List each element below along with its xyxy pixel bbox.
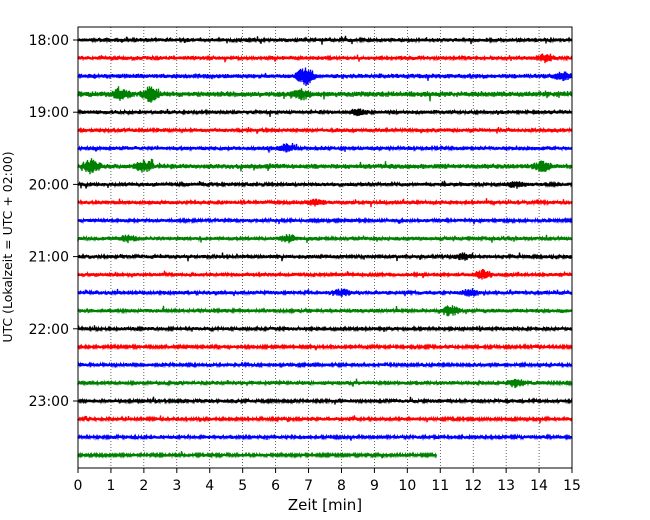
x-tick-label: 2 (139, 478, 148, 494)
x-tick-label: 1 (106, 478, 115, 494)
x-tick-label: 8 (337, 478, 346, 494)
trace-1930 (77, 142, 573, 153)
x-tick-label: 4 (205, 478, 214, 494)
x-tick-label: 10 (398, 478, 416, 494)
trace-2215 (77, 342, 573, 351)
x-tick-label: 6 (271, 478, 280, 494)
trace-2315 (77, 415, 573, 424)
trace-2345 (77, 451, 438, 460)
trace-1800 (77, 35, 573, 45)
x-tick-label: 3 (172, 478, 181, 494)
y-tick-label: 19:00 (29, 105, 69, 121)
trace-group (77, 35, 573, 460)
trace-1915 (77, 126, 573, 134)
trace-2300 (77, 396, 573, 405)
x-tick-label: 5 (238, 478, 247, 494)
y-tick-label: 18:00 (29, 33, 69, 49)
trace-2330 (77, 433, 573, 442)
trace-1900 (77, 108, 573, 117)
trace-2245 (77, 378, 573, 389)
y-tick-label: 22:00 (29, 322, 69, 338)
x-axis-label: Zeit [min] (288, 496, 362, 514)
trace-2200 (77, 324, 573, 333)
trace-2015 (77, 198, 573, 208)
x-tick-label: 7 (304, 478, 313, 494)
x-tick-label: 11 (431, 478, 449, 494)
trace-2130 (77, 288, 573, 297)
trace-2030 (77, 216, 573, 225)
trace-2100 (77, 252, 573, 262)
y-tick-label: 23:00 (29, 394, 69, 410)
y-tick-label: 20:00 (29, 177, 69, 193)
trace-2145 (77, 305, 573, 317)
x-tick-label: 0 (74, 478, 83, 494)
x-tick-label: 9 (370, 478, 379, 494)
x-tick-label: 14 (530, 478, 548, 494)
trace-2115 (77, 269, 573, 280)
x-tick-label: 13 (497, 478, 515, 494)
x-tick-label: 12 (464, 478, 482, 494)
trace-2230 (77, 361, 573, 369)
trace-1815 (77, 53, 573, 64)
trace-2000 (77, 180, 573, 189)
y-axis-label: UTC (Lokalzeit = UTC + 02:00) (0, 151, 15, 342)
trace-1845 (77, 86, 573, 103)
y-tick-label: 21:00 (29, 250, 69, 266)
x-tick-label: 15 (563, 478, 581, 494)
trace-1830 (77, 67, 573, 87)
plot-frame (77, 26, 573, 469)
trace-2045 (77, 234, 573, 244)
trace-1945 (77, 158, 573, 175)
x-axis: 0 1 2 3 4 5 6 7 8 9 10 11 12 13 14 15 (74, 468, 581, 494)
y-axis: 18:00 19:00 20:00 21:00 22:00 23:00 (29, 33, 78, 410)
